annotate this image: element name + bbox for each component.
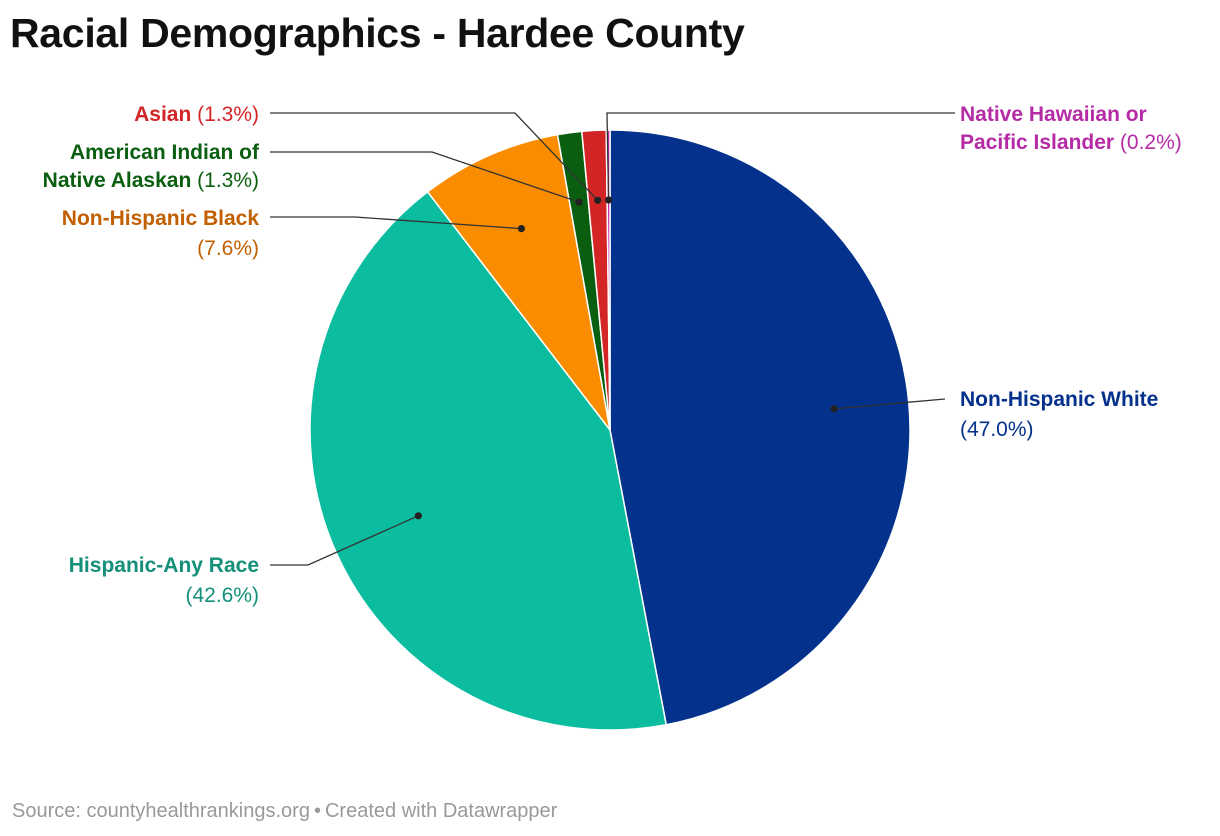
slice-label-asian: Asian (1.3%) — [134, 103, 259, 126]
slice-non-hispanic-white[interactable] — [609, 129, 911, 726]
credit-text[interactable]: Created with Datawrapper — [324, 800, 558, 822]
leader-dot-hispanic-any-race — [414, 512, 422, 520]
leader-line-native-hawaiian-or-pacific-islander — [606, 112, 955, 201]
leader-line-non-hispanic-white — [833, 398, 946, 410]
slice-name-label: Non-Hispanic White — [960, 388, 1158, 411]
slice-name-label: Hispanic-Any Race — [69, 554, 259, 577]
slice-name-label: Pacific Islander — [960, 131, 1114, 154]
slice-value-label: (47.0%) — [960, 418, 1034, 441]
slice-name-label: Native Alaskan — [43, 169, 192, 192]
leader-line-american-indian-of-native-alaskan — [270, 151, 580, 203]
slice-label-hispanic-any-race: Hispanic-Any Race (42.6%) — [69, 554, 259, 607]
leader-lines — [270, 112, 955, 566]
leader-dot-non-hispanic-black — [517, 225, 526, 233]
slice-name-label: Non-Hispanic Black — [62, 207, 260, 230]
slice-value-label: (0.2%) — [1114, 131, 1182, 154]
slice-value-label: (42.6%) — [185, 584, 259, 607]
slice-name-label: Asian — [134, 103, 191, 126]
slice-label-non-hispanic-white: Non-Hispanic White (47.0%) — [960, 388, 1158, 441]
leader-line-non-hispanic-black — [270, 216, 522, 230]
slice-value-label: (7.6%) — [197, 237, 259, 260]
chart-title: Racial Demographics - Hardee County — [10, 10, 745, 56]
slice-value-label: (1.3%) — [191, 103, 259, 126]
leader-dot-asian — [594, 196, 602, 204]
leader-dot-non-hispanic-white — [830, 405, 838, 413]
slice-labels: Non-Hispanic White (47.0%) Hispanic-Any Ra… — [43, 103, 1182, 607]
slice-non-hispanic-black[interactable] — [426, 133, 611, 431]
source-text[interactable]: Source: countyhealthrankings.org — [12, 800, 310, 822]
footer: Source: countyhealthrankings.org • Created… — [12, 800, 557, 823]
leader-dot-native-hawaiian-or-pacific-islander — [605, 196, 613, 204]
slice-value-label: (1.3%) — [191, 169, 259, 192]
pie-slices — [309, 129, 911, 731]
leader-dot-american-indian-of-native-alaskan — [575, 198, 583, 206]
footer-separator: • — [313, 800, 321, 822]
slice-name-label: Native Hawaiian or — [960, 103, 1147, 126]
leader-line-asian — [270, 112, 599, 201]
slice-native-hawaiian-or-pacific-islander[interactable] — [605, 129, 611, 431]
slice-label-non-hispanic-black: Non-Hispanic Black (7.6%) — [62, 207, 260, 260]
leader-line-hispanic-any-race — [270, 515, 419, 566]
slice-name-label: American Indian of — [70, 141, 260, 164]
slice-label-native-hawaiian-or-pacific-islander: Native Hawaiian or Pacific Islander (0.2%… — [960, 103, 1182, 154]
slice-label-american-indian-of-native-alaskan: American Indian of Native Alaskan (1.3%) — [43, 141, 260, 192]
